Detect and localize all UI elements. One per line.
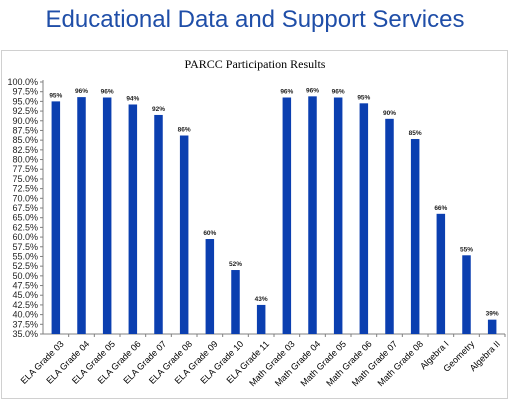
y-tick-label: 75.0%	[12, 174, 38, 184]
y-tick-label: 82.5%	[12, 145, 38, 155]
data-label: 96%	[75, 88, 88, 95]
data-label: 66%	[434, 205, 447, 212]
y-tick-label: 35.0%	[12, 329, 38, 339]
data-label: 86%	[178, 127, 191, 134]
bar	[308, 96, 317, 335]
y-tick-label: 52.5%	[12, 261, 38, 271]
data-label: 85%	[409, 130, 422, 137]
y-tick-label: 55.0%	[12, 251, 38, 261]
bar	[410, 138, 420, 334]
bar	[179, 135, 189, 334]
y-tick-label: 65.0%	[12, 213, 38, 223]
data-label: 39%	[486, 311, 499, 318]
y-tick-label: 100.0%	[7, 77, 38, 87]
slide-heading: Educational Data and Support Services	[45, 6, 465, 33]
data-label: 55%	[460, 246, 473, 253]
y-tick-label: 87.5%	[12, 125, 38, 135]
chart-area	[1, 50, 508, 399]
bar	[231, 270, 240, 334]
data-label: 52%	[229, 261, 242, 268]
y-tick-label: 92.5%	[12, 106, 38, 116]
bar	[51, 101, 61, 334]
y-tick-label: 60.0%	[12, 232, 38, 242]
y-tick-label: 95.0%	[12, 96, 38, 106]
y-tick-label: 42.5%	[12, 300, 38, 310]
chart-title: PARCC Participation Results	[184, 57, 326, 71]
data-label: 96%	[332, 89, 345, 96]
y-tick-label: 70.0%	[12, 193, 38, 203]
bar	[205, 239, 215, 334]
x-tick-label: ELA Grade 03	[19, 339, 66, 386]
y-tick-label: 47.5%	[12, 281, 38, 291]
y-tick-label: 77.5%	[12, 164, 38, 174]
y-tick-label: 85.0%	[12, 135, 38, 145]
y-tick-label: 40.0%	[12, 310, 38, 320]
y-tick-label: 67.5%	[12, 203, 38, 213]
bar	[256, 304, 266, 334]
bar	[359, 103, 369, 334]
y-tick-label: 97.5%	[12, 87, 38, 97]
bar	[462, 255, 471, 334]
data-label: 96%	[280, 89, 293, 96]
y-tick-label: 57.5%	[12, 242, 38, 252]
data-label: 90%	[383, 110, 396, 117]
y-tick-label: 62.5%	[12, 222, 38, 232]
bar	[77, 97, 86, 335]
y-tick-label: 50.0%	[12, 271, 38, 281]
y-tick-label: 80.0%	[12, 155, 38, 165]
data-label: 94%	[126, 95, 139, 102]
bar	[128, 104, 138, 335]
data-label: 43%	[255, 296, 268, 303]
bar	[436, 213, 446, 334]
y-tick-label: 90.0%	[12, 116, 38, 126]
data-label: 96%	[306, 87, 319, 94]
bar	[154, 114, 163, 334]
y-tick-label: 37.5%	[12, 319, 38, 329]
data-label: 92%	[152, 106, 165, 113]
bar	[487, 319, 497, 334]
data-label: 95%	[357, 94, 370, 101]
y-tick-label: 72.5%	[12, 184, 38, 194]
data-label: 60%	[203, 230, 216, 237]
bar	[102, 97, 112, 334]
bar	[385, 118, 394, 334]
bar	[282, 97, 292, 334]
data-label: 96%	[101, 89, 114, 96]
data-label: 95%	[49, 92, 62, 99]
bar	[333, 97, 343, 334]
y-tick-label: 45.0%	[12, 290, 38, 300]
